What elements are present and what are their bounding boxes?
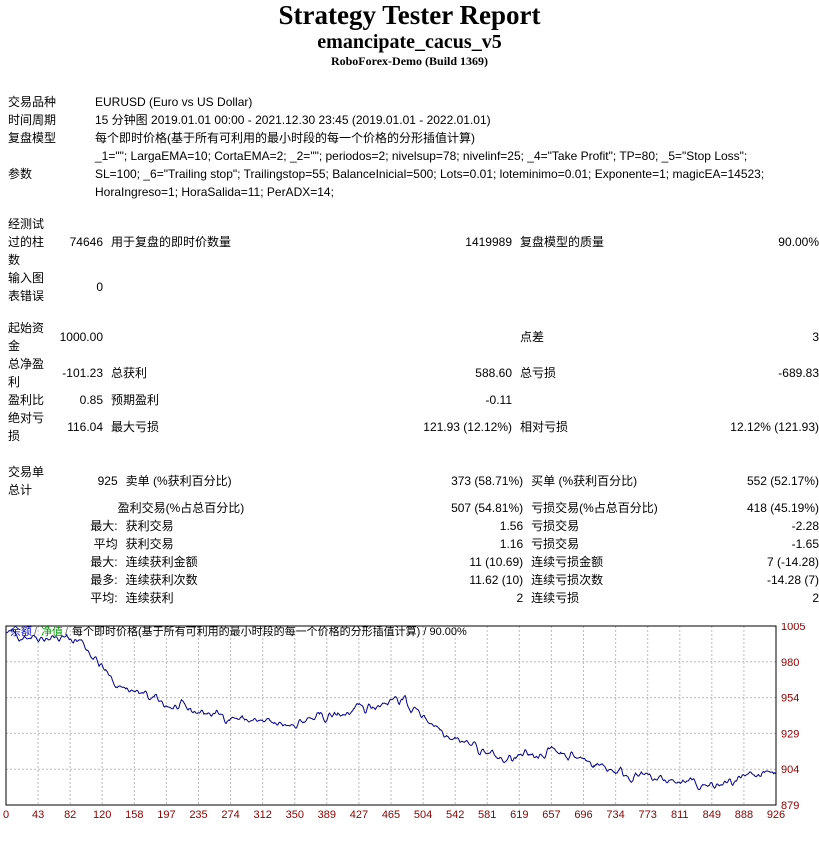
svg-text:274: 274: [221, 809, 239, 820]
svg-text:1005: 1005: [781, 623, 805, 633]
svg-text:389: 389: [318, 809, 336, 820]
svg-text:43: 43: [32, 809, 44, 820]
svg-text:542: 542: [446, 809, 464, 820]
svg-text:197: 197: [157, 809, 175, 820]
svg-text:235: 235: [189, 809, 207, 820]
svg-text:657: 657: [542, 809, 560, 820]
svg-text:312: 312: [254, 809, 272, 820]
svg-text:465: 465: [382, 809, 400, 820]
svg-text:734: 734: [606, 809, 624, 820]
svg-text:773: 773: [639, 809, 657, 820]
svg-text:427: 427: [350, 809, 368, 820]
svg-text:929: 929: [781, 728, 799, 740]
svg-text:980: 980: [781, 657, 799, 669]
svg-text:每个即时价格(基于所有可利用的最小时段的每一个价格的分形插值: 每个即时价格(基于所有可利用的最小时段的每一个价格的分形插值计算) / 90.0…: [72, 624, 467, 638]
svg-text:581: 581: [478, 809, 496, 820]
svg-text:696: 696: [574, 809, 592, 820]
svg-text:954: 954: [781, 693, 799, 705]
svg-text:82: 82: [64, 809, 76, 820]
svg-text:504: 504: [414, 809, 432, 820]
svg-text:879: 879: [781, 800, 799, 812]
svg-text:888: 888: [735, 809, 753, 820]
svg-text:811: 811: [671, 809, 689, 820]
svg-text:904: 904: [781, 764, 799, 776]
svg-text:0: 0: [3, 809, 9, 820]
svg-text:158: 158: [125, 809, 143, 820]
svg-text:619: 619: [510, 809, 528, 820]
svg-text:849: 849: [703, 809, 721, 820]
svg-text:350: 350: [286, 809, 304, 820]
svg-text:120: 120: [93, 809, 111, 820]
